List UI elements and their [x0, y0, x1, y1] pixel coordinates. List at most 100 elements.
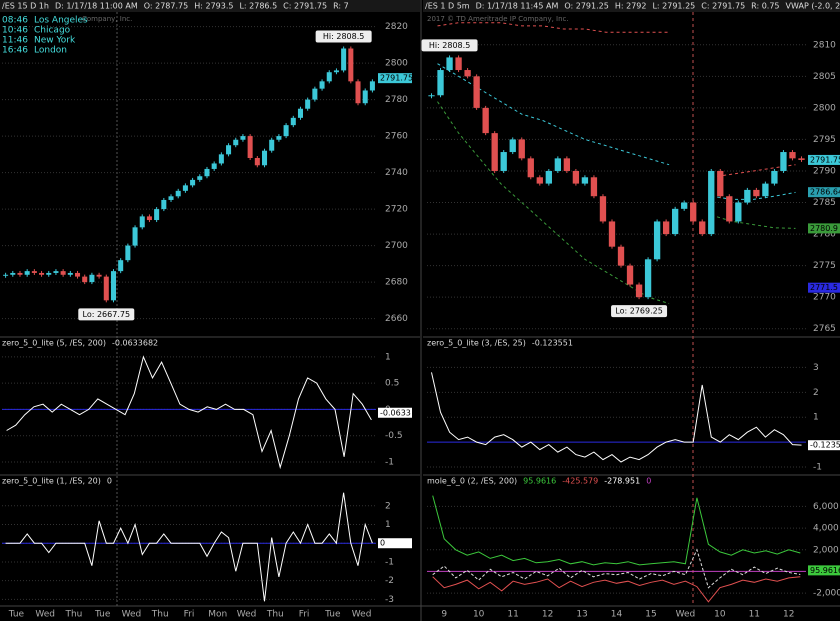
candle	[437, 70, 444, 96]
clock-city: Chicago	[34, 26, 71, 36]
hilo-box	[78, 308, 135, 321]
y-tick-label: 4,000	[813, 524, 839, 534]
header-field: D: 1/17/18 11:45 AM	[476, 2, 559, 11]
study-line	[437, 101, 796, 304]
candle	[67, 272, 73, 275]
candle	[635, 284, 643, 298]
candle	[518, 139, 525, 159]
price-tag	[808, 154, 840, 165]
candle	[326, 72, 332, 82]
candle	[333, 70, 339, 73]
candle	[118, 260, 124, 272]
clock-time: 08:46	[2, 16, 28, 26]
header-field: VWAP (-2.0, 2.0,...	[786, 2, 840, 11]
y-tick-label: 2770	[813, 293, 836, 303]
price-tag	[808, 440, 840, 451]
x-tick-label: 12	[542, 610, 553, 620]
x-tick-label: Fri	[184, 610, 195, 620]
y-tick-label: -1	[385, 557, 394, 567]
hilo-label: Hi: 2808.5	[323, 32, 364, 41]
price-tag	[378, 73, 412, 84]
candle	[653, 221, 661, 260]
candle	[132, 227, 138, 246]
x-tick-label: 14	[611, 610, 623, 620]
candle	[24, 271, 30, 275]
candle	[671, 208, 679, 235]
x-tick-label: Mon	[208, 610, 227, 620]
y-tick-label: 2760	[385, 132, 408, 142]
x-tick-label: Wed	[676, 610, 696, 620]
candle	[31, 271, 37, 273]
candle	[545, 170, 552, 184]
candle	[197, 176, 203, 180]
y-tick-label: 2765	[813, 324, 836, 334]
y-tick-label: 2800	[385, 59, 408, 69]
candle	[262, 150, 268, 166]
y-tick-label: 6,000	[813, 502, 839, 512]
study-readout: 0	[107, 477, 112, 486]
candle	[125, 245, 131, 261]
candle	[726, 196, 733, 222]
y-tick-label: 0.5	[385, 379, 399, 389]
candle	[428, 95, 435, 97]
candle	[527, 158, 534, 178]
header-field: /ES 15 D 1h	[2, 2, 49, 11]
clock-time: 10:46	[2, 26, 28, 36]
candle	[348, 48, 354, 82]
x-tick-label: Tue	[94, 610, 111, 620]
x-tick-label: Fri	[299, 610, 310, 620]
candle	[182, 185, 188, 191]
y-tick-label: 2	[813, 388, 819, 398]
candle	[190, 179, 196, 186]
candle	[211, 163, 217, 169]
y-tick-label: 2785	[813, 198, 836, 208]
header-field: L: 2786.5	[239, 2, 277, 11]
y-tick-label: 2780	[813, 230, 836, 240]
study-title: zero_5_0_lite (5, /ES, 200)	[2, 339, 106, 348]
study-readout: -0.0633682	[112, 339, 158, 348]
candle	[662, 221, 670, 235]
study-line	[6, 355, 372, 470]
candle	[276, 136, 282, 140]
x-tick-label: 11	[507, 610, 518, 620]
candle	[46, 272, 52, 275]
candle	[60, 271, 66, 275]
x-tick-label: Wed	[35, 610, 55, 620]
study-readout: -0.123551	[532, 339, 573, 348]
candle	[17, 272, 23, 275]
candle	[89, 274, 95, 283]
candle	[312, 88, 318, 100]
clock-time: 11:46	[2, 36, 28, 46]
y-tick-label: 2	[385, 501, 391, 511]
study-line	[5, 492, 373, 602]
candle	[699, 221, 706, 235]
hilo-box	[611, 305, 668, 318]
header-field: C: 2791.75	[283, 2, 327, 11]
y-tick-label: 2775	[813, 261, 836, 271]
candle	[681, 202, 688, 209]
study-readout: 95.9616	[523, 477, 556, 486]
candle	[644, 259, 652, 298]
candle	[96, 274, 102, 277]
candle	[491, 133, 498, 171]
candle	[798, 158, 805, 160]
study-readout: -425.579	[562, 477, 598, 486]
candle	[154, 209, 160, 221]
x-tick-label: 10	[714, 610, 726, 620]
candle	[708, 170, 715, 235]
header-field: C: 2791.75	[701, 2, 745, 11]
study-line	[432, 576, 801, 603]
study-line	[431, 372, 802, 463]
price-tag-label: -0.1235	[810, 441, 840, 450]
candle	[233, 139, 239, 146]
candle	[735, 202, 742, 222]
candle	[269, 139, 275, 151]
candle	[319, 81, 325, 89]
header-field: L: 2791.25	[652, 2, 695, 11]
y-tick-label: 1	[385, 352, 391, 362]
candle	[789, 152, 796, 159]
header-field: O: 2791.25	[564, 2, 608, 11]
candle	[283, 125, 289, 137]
x-tick-label: Wed	[237, 610, 257, 620]
